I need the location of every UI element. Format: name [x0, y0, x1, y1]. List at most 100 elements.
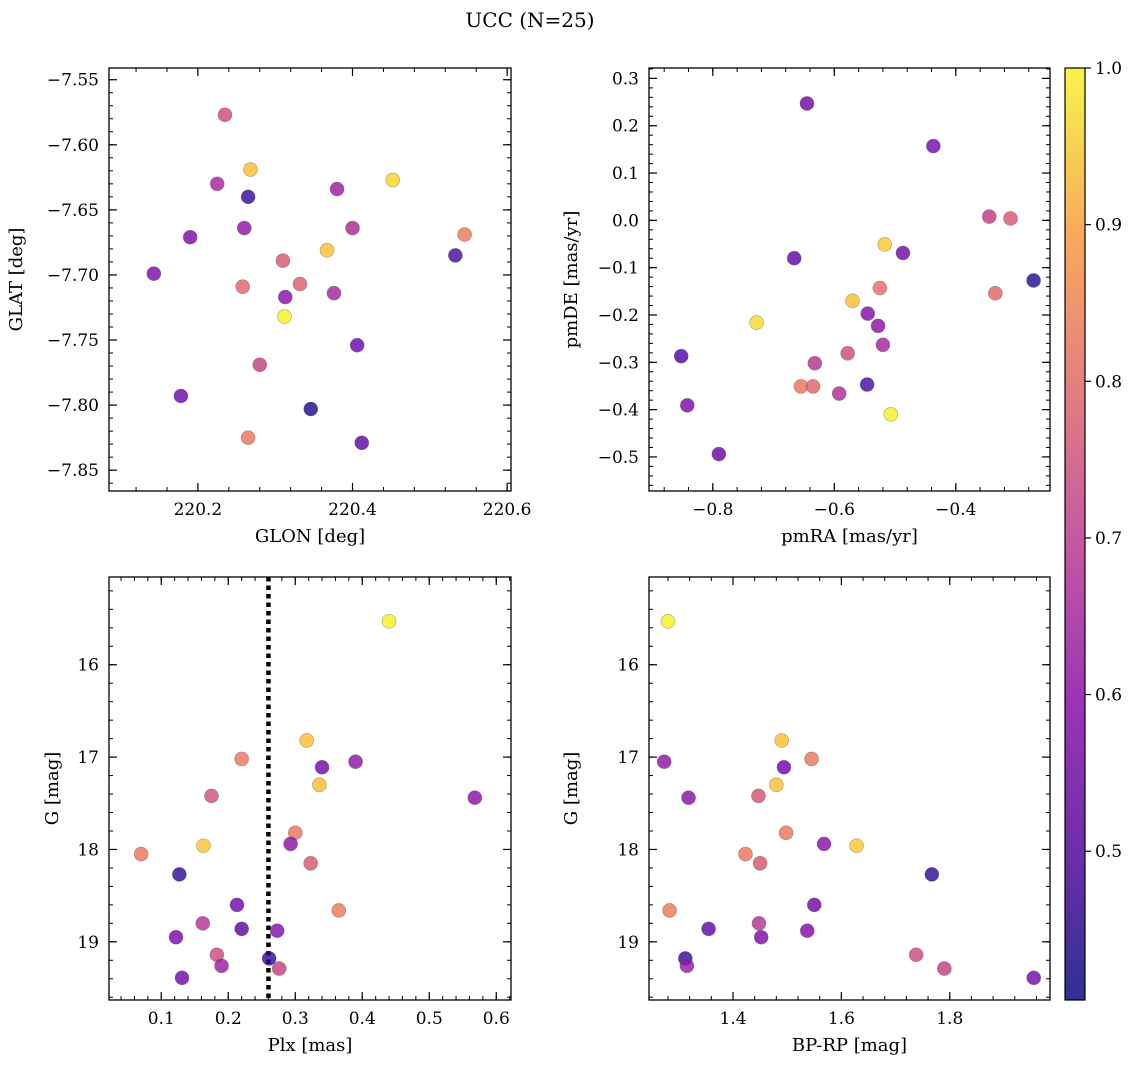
scatter-point [168, 929, 184, 945]
x-axis-label: pmRA [mas/yr] [781, 526, 918, 547]
y-tick-label: 16 [77, 656, 99, 676]
axes-frame [108, 576, 512, 1001]
scatter-point [778, 825, 794, 841]
y-axis-label: pmDE [mas/yr] [561, 211, 582, 349]
scatter-point [345, 220, 360, 236]
scatter-point [806, 897, 822, 913]
scatter-point [354, 435, 370, 451]
colorbar-tick-label: 0.5 [1095, 842, 1122, 862]
scatter-point [277, 289, 293, 305]
scatter-point [314, 759, 330, 775]
scatter-point [457, 227, 472, 242]
scatter-point [277, 309, 292, 324]
scatter-point [312, 777, 327, 793]
scatter-points [673, 96, 1041, 462]
axes-frame [648, 67, 1051, 492]
scatter-point [816, 836, 832, 852]
scatter-point [1026, 273, 1041, 288]
scatter-point [195, 916, 211, 931]
y-tick-label: −0.1 [598, 259, 639, 279]
scatter-point [385, 172, 401, 188]
scatter-point [349, 337, 365, 353]
minor-ticks [649, 68, 1050, 491]
y-tick-label: 17 [617, 748, 639, 768]
minor-ticks [649, 577, 1050, 1000]
scatter-point [214, 958, 229, 974]
scatter-point [711, 446, 727, 462]
y-tick-label: −7.55 [47, 71, 99, 91]
scatter-point [738, 846, 753, 862]
scatter-point [926, 138, 941, 154]
y-tick-label: 16 [617, 656, 639, 676]
scatter-point [240, 430, 256, 445]
y-tick-label: −7.60 [47, 136, 99, 156]
axes-frame [108, 67, 512, 492]
minor-ticks [109, 68, 511, 491]
scatter-point [240, 189, 256, 205]
scatter-point [679, 958, 695, 974]
scatter-point [937, 961, 952, 976]
scatter-point [299, 733, 314, 748]
y-tick-label: 0.3 [612, 69, 639, 89]
scatter-point [660, 614, 676, 629]
panels: 220.2 220.4 220.6 −7.85 −7.80 −7.75 −7.70 −7.65… [6, 67, 1051, 1056]
x-tick-label: 1.4 [719, 1009, 746, 1029]
scatter-point [872, 280, 888, 296]
scatter-point [701, 921, 716, 937]
y-axis-label: G [mag] [42, 752, 63, 825]
colorbar-tick-label: 0.6 [1095, 686, 1122, 706]
y-tick-label: −7.65 [47, 201, 99, 221]
scatter-point [804, 751, 819, 767]
x-tick-label: 1.8 [936, 1009, 963, 1029]
scatter-point [381, 614, 397, 629]
scatter-point [751, 916, 767, 931]
x-tick-label: −0.4 [935, 500, 976, 520]
scatter-point [196, 838, 211, 854]
scatter-point [749, 315, 764, 330]
panel-4: 1.4 1.6 1.8 16 17 18 19 BP-RP [mag] G [mag] [561, 576, 1051, 1056]
colorbar-tick-label: 0.7 [1095, 529, 1122, 549]
scatter-point [752, 856, 768, 871]
scatter-point [236, 220, 252, 236]
y-tick-label: −0.5 [598, 448, 639, 468]
y-tick-label: −0.4 [598, 401, 639, 421]
x-tick-label: 0.6 [483, 1009, 510, 1029]
colorbar-tick-label: 0.9 [1095, 216, 1122, 236]
scatter-point [753, 929, 769, 945]
figure-title: UCC (N=25) [465, 8, 594, 32]
y-tick-label: −0.3 [598, 353, 639, 373]
y-tick-label: 19 [77, 933, 99, 953]
scatter-point [883, 407, 899, 422]
scatter-point [234, 921, 249, 937]
y-tick-label: −7.85 [47, 461, 99, 481]
scatter-point [845, 293, 860, 309]
scatter-point [326, 285, 342, 301]
scatter-point [235, 279, 251, 294]
scatter-point [467, 790, 483, 806]
colorbar-ticks: 0.5 0.6 0.7 0.8 0.9 1.0 [1085, 59, 1122, 862]
y-axis-label: G [mag] [561, 752, 582, 825]
y-tick-label: −0.2 [598, 306, 639, 326]
scatter-point [681, 790, 696, 806]
scatter-point [908, 947, 924, 963]
major-ticks [109, 577, 511, 1000]
scatter-point [656, 754, 672, 770]
scatter-points [656, 614, 1042, 986]
x-tick-label: 220.2 [174, 500, 223, 520]
x-tick-label: 1.6 [828, 1009, 855, 1029]
scatter-point [859, 377, 875, 392]
scatter-point [805, 379, 821, 394]
scatter-point [252, 357, 268, 373]
scatter-point [877, 237, 893, 252]
scatter-point [981, 209, 997, 224]
scatter-point [1003, 211, 1018, 226]
scatter-point [283, 836, 298, 852]
scatter-point [831, 386, 847, 401]
scatter-point [172, 867, 187, 882]
x-tick-label: 0.2 [215, 1009, 242, 1029]
scatter-point [849, 838, 864, 854]
scatter-point [303, 856, 318, 871]
scatter-point [174, 970, 190, 986]
scatter-point [807, 355, 823, 371]
scatter-point [799, 96, 815, 111]
